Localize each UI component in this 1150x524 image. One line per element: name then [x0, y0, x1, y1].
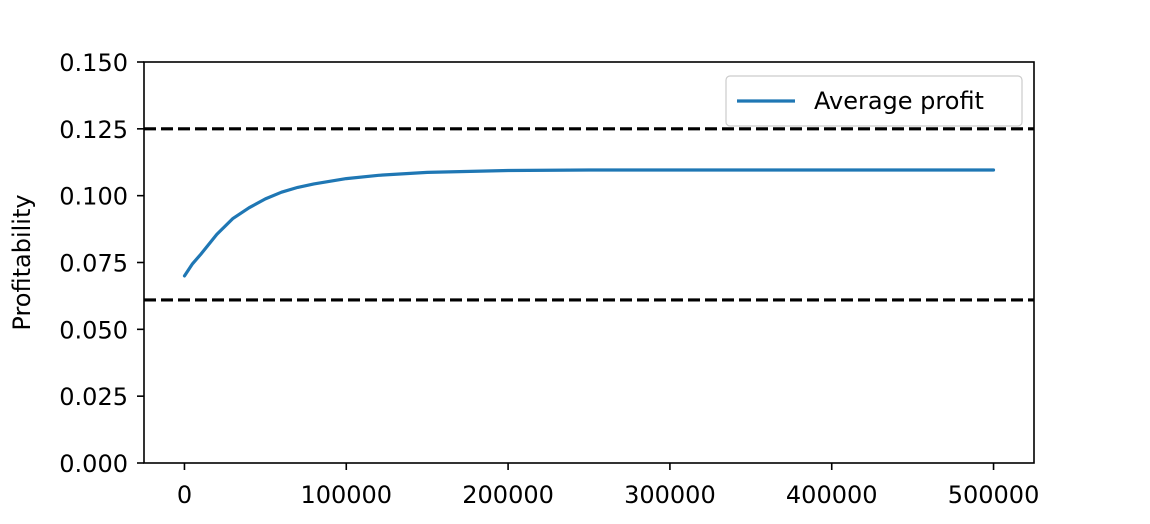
x-tick-label: 0	[177, 481, 192, 509]
series-layer	[182, 168, 996, 278]
legend-box	[725, 75, 1023, 127]
y-axis: 0.000 0.025 0.050 0.075 0.100 0.125 0.150	[59, 49, 144, 478]
x-tick-label: 400000	[786, 481, 878, 509]
reference-lines	[144, 127, 1034, 302]
y-tick-label: 0.050	[59, 316, 128, 344]
y-axis-label: Profitability	[8, 194, 36, 330]
x-tick-label: 200000	[462, 481, 554, 509]
legend-label-average-profit: Average profit	[814, 87, 984, 115]
y-tick-label: 0.125	[59, 116, 128, 144]
series-line-1	[182, 168, 996, 278]
x-axis: 0 100000 200000 300000 400000 500000	[177, 463, 1040, 509]
y-tick-label: 0.150	[59, 49, 128, 77]
x-tick-label: 500000	[948, 481, 1040, 509]
y-tick-label: 0.100	[59, 183, 128, 211]
x-tick-label: 300000	[624, 481, 716, 509]
legend[interactable]: Average profit	[725, 75, 1023, 127]
x-tick-label: 100000	[300, 481, 392, 509]
y-tick-label: 0.075	[59, 250, 128, 278]
y-tick-label: 0.025	[59, 383, 128, 411]
y-tick-label: 0.000	[59, 450, 128, 478]
